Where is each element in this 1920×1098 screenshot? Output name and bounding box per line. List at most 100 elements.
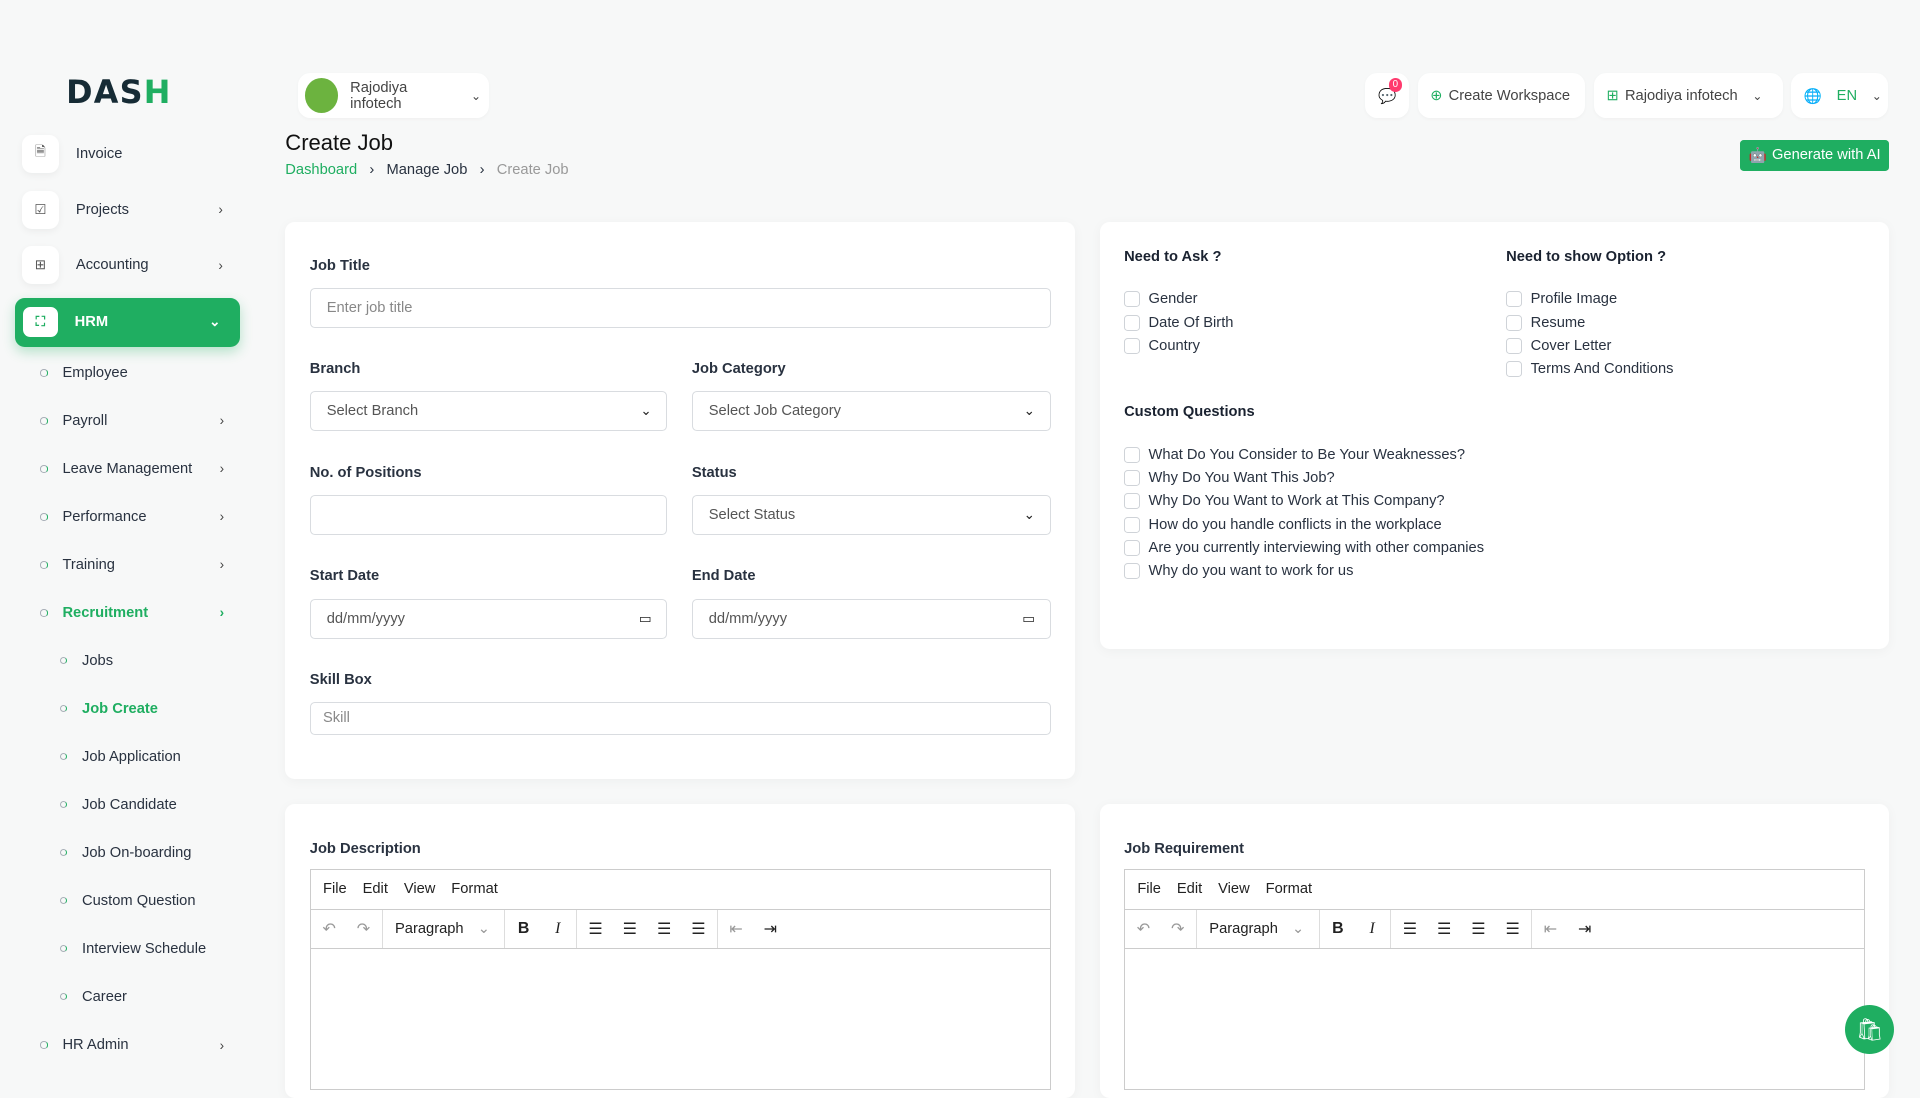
editor-content[interactable] bbox=[1125, 949, 1864, 1084]
bold-icon[interactable]: B bbox=[1332, 919, 1344, 937]
positions-input[interactable] bbox=[309, 494, 668, 536]
sidebar-item-custom-question[interactable]: Custom Question bbox=[60, 893, 196, 909]
checkbox[interactable] bbox=[1124, 563, 1140, 580]
editor-menu-edit[interactable]: Edit bbox=[1176, 881, 1203, 898]
checkbox-show-option[interactable]: Cover Letter bbox=[1506, 334, 1673, 357]
align-justify-icon[interactable]: ☰ bbox=[1505, 920, 1520, 938]
align-left-icon[interactable]: ☰ bbox=[588, 920, 603, 938]
generate-with-ai-button[interactable]: 🤖 Generate with AI bbox=[1740, 139, 1890, 172]
sidebar-item-job-on-boarding[interactable]: Job On-boarding bbox=[60, 845, 191, 861]
calendar-icon[interactable]: ▭ bbox=[638, 610, 652, 626]
logo[interactable]: DASH bbox=[66, 73, 172, 112]
editor-menu-format[interactable]: Format bbox=[1265, 881, 1313, 898]
checkbox[interactable] bbox=[1124, 291, 1140, 308]
branch-select[interactable]: Select Branch ⌄ bbox=[309, 390, 668, 431]
align-right-icon[interactable]: ☰ bbox=[1471, 920, 1486, 938]
align-justify-icon[interactable]: ☰ bbox=[691, 920, 706, 938]
checkbox-custom-option[interactable]: How do you handle conflicts in the workp… bbox=[1124, 513, 1484, 536]
undo-icon[interactable]: ↶ bbox=[1136, 920, 1151, 938]
sidebar-item-job-candidate[interactable]: Job Candidate bbox=[60, 797, 177, 813]
checkbox-custom-option[interactable]: What Do You Consider to Be Your Weakness… bbox=[1124, 443, 1484, 466]
editor-menu-format[interactable]: Format bbox=[451, 881, 498, 898]
editor-menu-view[interactable]: View bbox=[1218, 881, 1250, 898]
sidebar-item-hr-admin[interactable]: HR Admin › bbox=[40, 1037, 224, 1053]
redo-icon[interactable]: ↷ bbox=[1171, 920, 1185, 938]
sidebar-item-accounting[interactable]: ⊞ Accounting › bbox=[22, 246, 242, 285]
sidebar-item-job-application[interactable]: Job Application bbox=[60, 749, 181, 765]
sidebar-item-employee[interactable]: Employee bbox=[40, 365, 224, 381]
skill-input[interactable]: Skill bbox=[309, 701, 1051, 735]
checkbox-ask-option[interactable]: Date Of Birth bbox=[1124, 311, 1233, 334]
company-switcher[interactable]: ⊞ Rajodiya infotech ⌄ bbox=[1594, 73, 1783, 118]
workspace-switcher[interactable]: Rajodiya infotech ⌄ bbox=[297, 73, 489, 118]
checkbox-ask-option[interactable]: Gender bbox=[1124, 288, 1233, 311]
indent-icon[interactable]: ⇥ bbox=[1577, 920, 1592, 938]
editor-menu-file[interactable]: File bbox=[323, 881, 347, 898]
breadcrumb-manage-job[interactable]: Manage Job bbox=[386, 161, 468, 178]
checkbox[interactable] bbox=[1124, 516, 1140, 533]
cart-button[interactable]: 🛍 bbox=[1845, 1005, 1895, 1055]
editor-menu-view[interactable]: View bbox=[403, 881, 436, 898]
outdent-icon[interactable]: ⇤ bbox=[729, 920, 743, 938]
sidebar-item-leave-management[interactable]: Leave Management › bbox=[40, 461, 224, 477]
create-workspace-button[interactable]: ⊕ Create Workspace bbox=[1417, 73, 1585, 118]
job-category-select[interactable]: Select Job Category ⌄ bbox=[691, 390, 1051, 431]
editor-content[interactable] bbox=[311, 949, 1050, 1084]
language-switcher[interactable]: 🌐 EN ⌄ bbox=[1791, 73, 1889, 118]
align-right-icon[interactable]: ☰ bbox=[656, 920, 672, 938]
job-title-input[interactable]: Enter job title bbox=[309, 287, 1051, 329]
checkbox-custom-option[interactable]: Are you currently interviewing with othe… bbox=[1124, 536, 1484, 559]
checkbox-ask-option[interactable]: Country bbox=[1124, 334, 1233, 357]
editor-menu-file[interactable]: File bbox=[1137, 881, 1161, 898]
checkbox[interactable] bbox=[1124, 493, 1140, 510]
checkbox[interactable] bbox=[1506, 361, 1523, 378]
checkbox-custom-option[interactable]: Why do you want to work for us bbox=[1124, 560, 1484, 583]
sidebar-item-invoice[interactable]: 🗎 Invoice bbox=[22, 134, 242, 173]
sidebar-item-recruitment[interactable]: Recruitment › bbox=[40, 605, 224, 621]
checkbox[interactable] bbox=[1124, 337, 1140, 354]
indent-icon[interactable]: ⇥ bbox=[763, 920, 777, 938]
chevron-down-icon: ⌄ bbox=[1023, 506, 1035, 522]
sidebar-item-performance[interactable]: Performance › bbox=[40, 509, 224, 525]
sidebar-item-career[interactable]: Career bbox=[60, 989, 127, 1005]
sidebar-item-interview-schedule[interactable]: Interview Schedule bbox=[60, 941, 206, 957]
align-center-icon[interactable]: ☰ bbox=[1436, 920, 1452, 938]
checkbox[interactable] bbox=[1124, 446, 1140, 463]
outdent-icon[interactable]: ⇤ bbox=[1543, 920, 1558, 938]
undo-icon[interactable]: ↶ bbox=[322, 920, 336, 938]
align-left-icon[interactable]: ☰ bbox=[1402, 920, 1417, 938]
job-requirement-editor[interactable]: File Edit View Format ↶ ↷ Paragraph ⌄ B I ☰ ☰ ☰ ☰… bbox=[1124, 869, 1865, 1090]
checkbox[interactable] bbox=[1124, 470, 1140, 487]
checkbox-show-option[interactable]: Profile Image bbox=[1506, 288, 1673, 311]
status-select[interactable]: Select Status ⌄ bbox=[691, 494, 1051, 536]
editor-menu-edit[interactable]: Edit bbox=[362, 881, 388, 898]
redo-icon[interactable]: ↷ bbox=[356, 920, 371, 938]
checkbox[interactable] bbox=[1506, 291, 1523, 308]
block-format-select[interactable]: Paragraph ⌄ bbox=[383, 909, 506, 948]
sidebar-item-payroll[interactable]: Payroll › bbox=[40, 413, 224, 429]
checkbox-show-option[interactable]: Resume bbox=[1506, 311, 1673, 334]
sidebar-item-projects[interactable]: ☑ Projects › bbox=[22, 191, 242, 229]
bold-icon[interactable]: B bbox=[517, 919, 530, 937]
breadcrumb-dashboard[interactable]: Dashboard bbox=[285, 161, 358, 178]
job-description-editor[interactable]: File Edit View Format ↶ ↷ Paragraph ⌄ B I ☰ ☰ ☰ ☰… bbox=[309, 869, 1051, 1090]
checkbox[interactable] bbox=[1124, 539, 1140, 556]
checkbox[interactable] bbox=[1506, 314, 1523, 331]
block-format-select[interactable]: Paragraph ⌄ bbox=[1197, 909, 1320, 948]
italic-icon[interactable]: I bbox=[555, 919, 561, 937]
start-date-input[interactable]: dd/mm/yyyy ▭ bbox=[309, 598, 668, 640]
end-date-input[interactable]: dd/mm/yyyy ▭ bbox=[691, 598, 1051, 640]
checkbox-custom-option[interactable]: Why Do You Want This Job? bbox=[1124, 467, 1484, 490]
sidebar-item-jobs[interactable]: Jobs bbox=[60, 653, 113, 669]
sidebar-item-job-create[interactable]: Job Create bbox=[60, 701, 158, 717]
align-center-icon[interactable]: ☰ bbox=[622, 920, 637, 938]
sidebar-item-training[interactable]: Training › bbox=[40, 557, 224, 573]
checkbox[interactable] bbox=[1506, 337, 1523, 354]
chat-button[interactable]: 💬 0 bbox=[1365, 73, 1410, 118]
italic-icon[interactable]: I bbox=[1369, 919, 1375, 937]
checkbox-custom-option[interactable]: Why Do You Want to Work at This Company? bbox=[1124, 490, 1484, 513]
checkbox[interactable] bbox=[1124, 314, 1140, 331]
checkbox-show-option[interactable]: Terms And Conditions bbox=[1506, 357, 1673, 380]
sidebar-item-hrm[interactable]: ⛶ HRM ⌄ bbox=[14, 297, 240, 347]
calendar-icon[interactable]: ▭ bbox=[1022, 610, 1035, 626]
